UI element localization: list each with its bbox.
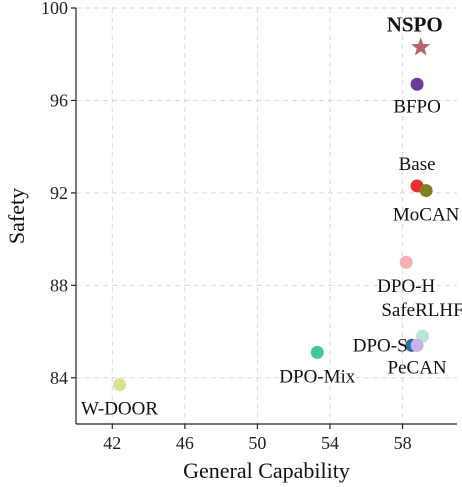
y-tick-label: 96 [50, 90, 68, 110]
x-tick-label: 54 [321, 433, 339, 453]
x-tick-label: 58 [394, 433, 412, 453]
x-axis-label: General Capability [183, 458, 350, 483]
point-label-w-door: W-DOOR [81, 399, 158, 420]
y-tick-label: 92 [50, 183, 68, 203]
y-tick-label: 84 [50, 368, 68, 388]
point-w-door [113, 378, 127, 392]
point-label-mocan: MoCAN [393, 205, 460, 226]
point-label-base: Base [399, 154, 436, 175]
point-label-saferlhf: SafeRLHF [381, 300, 462, 321]
point-label-bfpo: BFPO [393, 96, 441, 117]
point-bfpo [410, 77, 424, 91]
point-nspo-star [411, 37, 431, 56]
y-tick-label: 88 [50, 275, 68, 295]
grid [76, 7, 457, 424]
point-label-pecan: PeCAN [388, 357, 447, 378]
y-tick-label: 100 [41, 0, 68, 18]
data-points [113, 37, 433, 392]
x-tick-label: 46 [176, 433, 194, 453]
point-pecan [410, 338, 424, 352]
x-tick-label: 50 [248, 433, 266, 453]
point-label-dpo-s: DPO-S [353, 335, 408, 356]
point-label-dpo-mix: DPO-Mix [279, 366, 356, 387]
axes [71, 7, 457, 429]
point-mocan [419, 184, 433, 198]
x-tick-label: 42 [103, 433, 121, 453]
point-dpo-mix [310, 345, 324, 359]
point-label-nspo: NSPO [387, 12, 443, 36]
y-axis-label: Safety [4, 188, 29, 244]
point-labels: NSPO BFPO Base MoCAN DPO-H SafeRLHF DPO-SPeCAN… [81, 12, 462, 419]
tick-labels: 42 46 50 54 58 84 88 92 96 100 [41, 0, 412, 453]
point-dpo-h [399, 255, 413, 269]
point-label-dpo-h: DPO-H [377, 276, 435, 297]
